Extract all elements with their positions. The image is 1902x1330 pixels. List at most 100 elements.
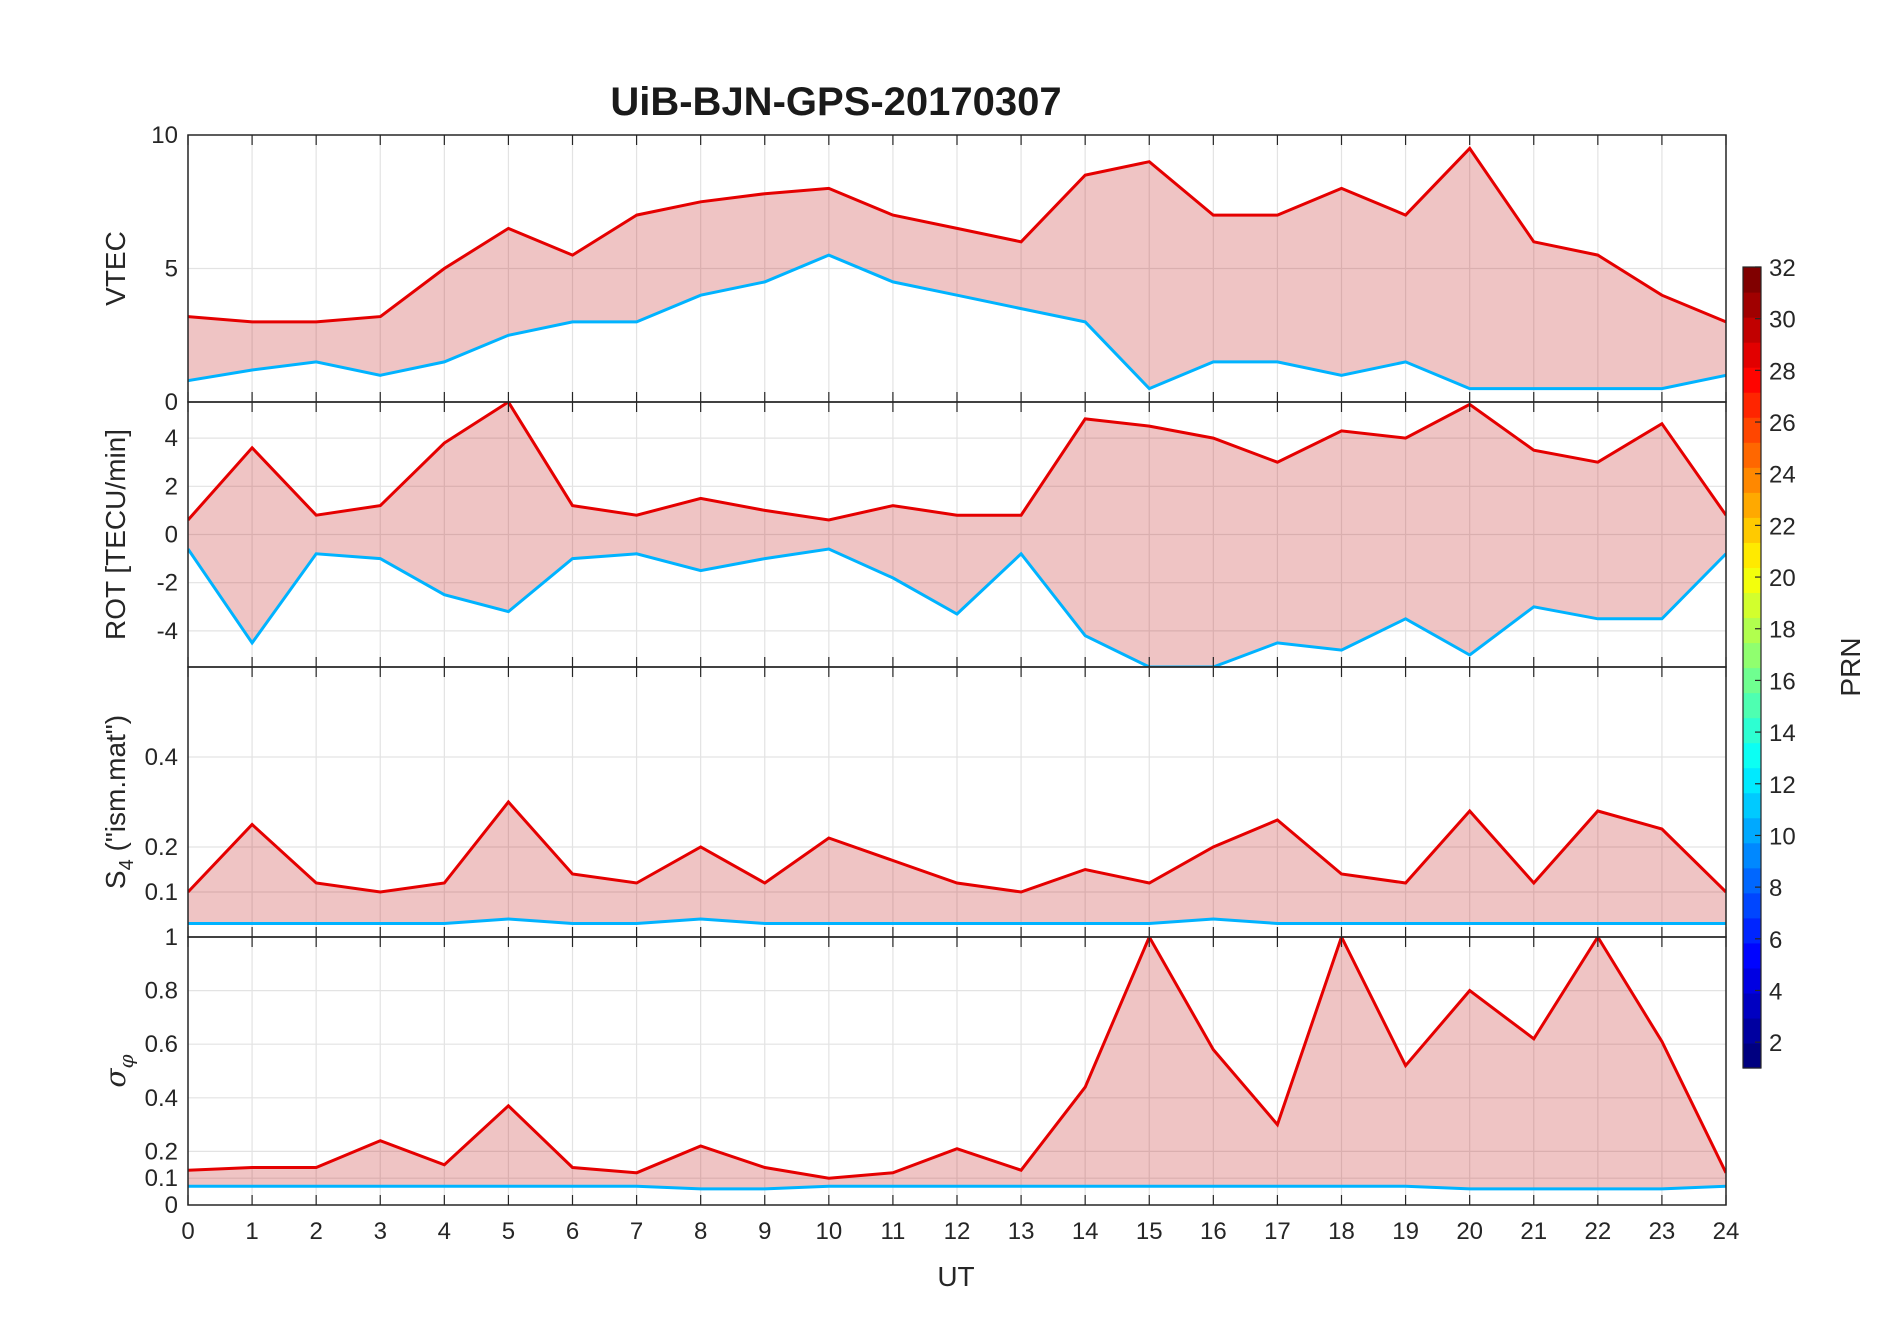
colorbar-swatch — [1743, 842, 1761, 869]
x-tick-label: 11 — [880, 1218, 905, 1245]
colorbar-swatch — [1743, 742, 1761, 769]
colorbar-box — [1742, 266, 1762, 1069]
x-tick-label: 14 — [1072, 1218, 1099, 1245]
colorbar-tick-label: 6 — [1769, 927, 1782, 954]
colorbar-swatch — [1743, 892, 1761, 919]
x-tick-label: 2 — [309, 1218, 322, 1245]
y-tick-label: 0 — [165, 389, 178, 416]
colorbar-swatch — [1743, 342, 1761, 368]
colorbar-swatch — [1743, 767, 1761, 794]
x-tick-label: 1 — [245, 1218, 258, 1245]
y-tick-label: 4 — [165, 425, 178, 452]
colorbar-swatch — [1743, 317, 1761, 343]
colorbar-swatch — [1743, 442, 1761, 468]
colorbar-swatch — [1743, 967, 1761, 994]
series-lower — [188, 547, 1726, 667]
x-tick-label: 22 — [1584, 1218, 1611, 1245]
colorbar-swatch — [1743, 567, 1761, 594]
x-tick-label: 8 — [694, 1218, 707, 1245]
x-axis: 0 1 2 3 4 5 6 7 8 9 10 11 12 13 14 15 16 17 18 19 20 21 22 23 24 — [181, 1218, 1739, 1245]
colorbar-tick-label: 14 — [1769, 720, 1796, 747]
colorbar-tick-label: 10 — [1769, 823, 1796, 850]
colorbar-swatch — [1743, 867, 1761, 894]
x-tick-label: 6 — [566, 1218, 579, 1245]
colorbar-tick-label: 24 — [1769, 462, 1796, 489]
y-axis-label: VTEC — [100, 231, 131, 306]
panel-data — [188, 937, 1726, 1191]
y-tick-label: -4 — [157, 618, 178, 645]
colorbar-swatch — [1743, 792, 1761, 819]
x-tick-label: 5 — [502, 1218, 515, 1245]
panel-data — [188, 146, 1726, 391]
x-tick-label: 16 — [1200, 1218, 1227, 1245]
y-tick-label: 0.1 — [145, 879, 178, 906]
colorbar-tick-label: 4 — [1769, 978, 1782, 1005]
y-tick-label: 0 — [165, 1192, 178, 1219]
series-lower — [188, 1184, 1726, 1191]
colorbar-tick-label: 2 — [1769, 1030, 1782, 1057]
x-tick-label: 10 — [815, 1218, 842, 1245]
data-envelope — [188, 937, 1726, 1189]
colorbar-tick-label: 18 — [1769, 617, 1796, 644]
x-tick-label: 15 — [1136, 1218, 1163, 1245]
colorbar-swatch — [1743, 617, 1761, 644]
x-tick-label: 23 — [1649, 1218, 1676, 1245]
colorbar-swatch — [1743, 1042, 1761, 1069]
x-tick-label: 18 — [1328, 1218, 1355, 1245]
colorbar-tick-label: 32 — [1769, 255, 1796, 282]
y-tick-label: 2 — [165, 473, 178, 500]
x-tick-label: 9 — [758, 1218, 771, 1245]
y-tick-label: 10 — [151, 122, 178, 149]
x-tick-label: 19 — [1392, 1218, 1419, 1245]
data-envelope — [188, 148, 1726, 389]
colorbar-swatch — [1743, 1017, 1761, 1044]
colorbar-swatch — [1743, 267, 1761, 293]
colorbar-swatch — [1743, 292, 1761, 318]
colorbar-swatch — [1743, 992, 1761, 1019]
y-tick-label: 0.2 — [145, 834, 178, 861]
y-tick-label: -2 — [157, 570, 178, 597]
y-axis-label: ROT [TECU/min] — [100, 429, 131, 640]
y-tick-label: 0.4 — [145, 1085, 178, 1112]
colorbar-swatch — [1743, 917, 1761, 944]
y-tick-label: 0.2 — [145, 1138, 178, 1165]
colorbar-swatch — [1743, 392, 1761, 418]
colorbar-swatch — [1743, 692, 1761, 719]
x-tick-label: 4 — [438, 1218, 451, 1245]
colorbar-tick-label: 26 — [1769, 410, 1796, 437]
x-tick-label: 7 — [630, 1218, 643, 1245]
panel-data — [188, 799, 1726, 925]
x-tick-label: 24 — [1713, 1218, 1740, 1245]
colorbar-tick-label: 8 — [1769, 875, 1782, 902]
y-tick-label: 0 — [165, 522, 178, 549]
x-tick-label: 21 — [1520, 1218, 1547, 1245]
colorbar-tick-label: 12 — [1769, 772, 1796, 799]
series-lower — [188, 253, 1726, 391]
colorbar-tick-label: 20 — [1769, 565, 1796, 592]
x-tick-label: 17 — [1264, 1218, 1291, 1245]
data-envelope — [188, 402, 1726, 667]
x-tick-label: 13 — [1008, 1218, 1035, 1245]
y-tick-label: 0.4 — [145, 744, 178, 771]
chart-title: UiB-BJN-GPS-20170307 — [610, 80, 1061, 124]
x-tick-label: 0 — [181, 1218, 194, 1245]
colorbar-swatch — [1743, 417, 1761, 443]
colorbar-tick-label: 28 — [1769, 358, 1796, 385]
colorbar-swatch — [1743, 817, 1761, 844]
colorbar-tick-label: 30 — [1769, 307, 1796, 334]
colorbar-swatch — [1743, 642, 1761, 669]
y-tick-label: 0.6 — [145, 1031, 178, 1058]
panel-3: 0.1 0.2 0.4 S4 ("ism.mat") — [100, 666, 1727, 938]
colorbar-swatch — [1743, 542, 1761, 568]
series-upper — [188, 799, 1726, 894]
colorbar-swatch — [1743, 717, 1761, 744]
x-tick-label: 12 — [944, 1218, 971, 1245]
series-upper — [188, 937, 1726, 1180]
data-envelope — [188, 802, 1726, 924]
colorbar-swatch — [1743, 467, 1761, 493]
y-tick-label: 0.8 — [145, 978, 178, 1005]
series-lower — [188, 917, 1726, 925]
y-axis-label: S4 ("ism.mat") — [100, 715, 138, 889]
